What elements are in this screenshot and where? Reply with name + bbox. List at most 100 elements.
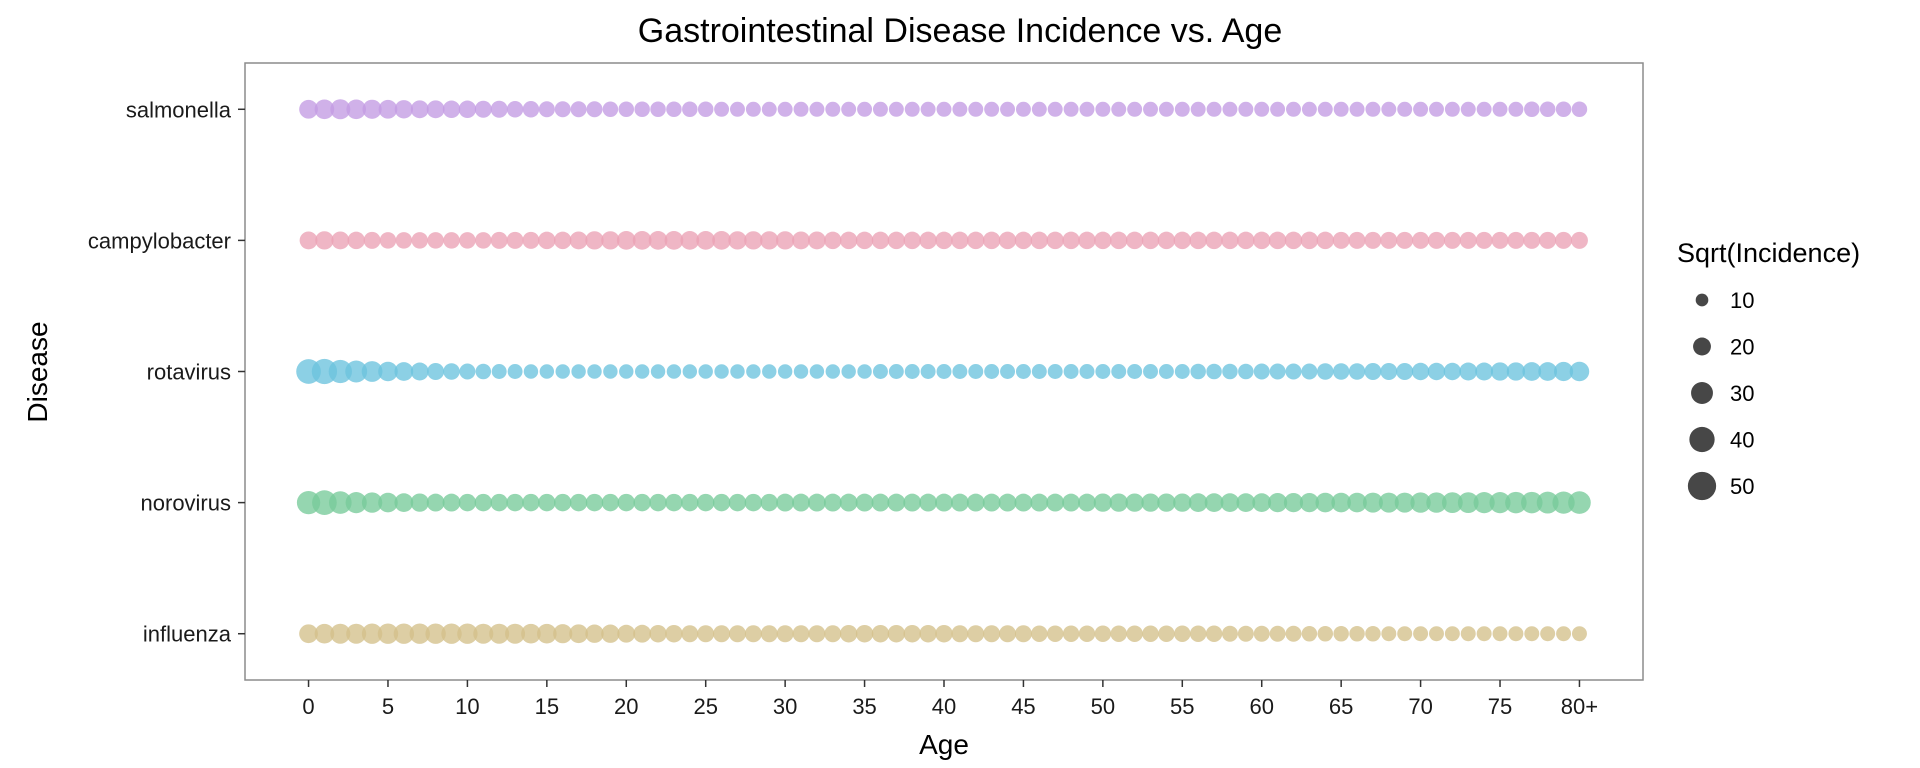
point-influenza-0 (299, 624, 318, 644)
point-influenza-14 (521, 623, 541, 644)
point-salmonella-1 (314, 99, 335, 120)
point-salmonella-16 (554, 101, 571, 118)
x-tick-label-25: 25 (693, 694, 717, 719)
point-influenza-78 (1540, 626, 1556, 642)
point-rotavirus-46 (1031, 364, 1047, 379)
point-rotavirus-30 (777, 364, 793, 379)
point-rotavirus-7 (410, 362, 429, 381)
point-campylobacter-50 (1094, 231, 1112, 250)
point-norovirus-42 (966, 493, 985, 512)
point-rotavirus-60 (1253, 363, 1270, 380)
point-influenza-60 (1253, 625, 1270, 642)
point-norovirus-41 (950, 493, 969, 512)
point-campylobacter-36 (871, 231, 890, 250)
point-norovirus-49 (1078, 493, 1096, 512)
point-salmonella-80 (1571, 101, 1588, 118)
point-campylobacter-60 (1253, 231, 1271, 250)
point-rotavirus-52 (1127, 364, 1143, 379)
point-norovirus-7 (410, 493, 429, 512)
point-salmonella-65 (1333, 101, 1349, 117)
point-campylobacter-27 (728, 231, 747, 250)
point-salmonella-75 (1492, 101, 1508, 117)
point-influenza-29 (760, 625, 778, 643)
point-salmonella-58 (1222, 101, 1238, 117)
point-influenza-12 (489, 623, 510, 644)
point-norovirus-70 (1410, 492, 1431, 513)
point-campylobacter-12 (490, 231, 508, 249)
point-influenza-73 (1460, 626, 1476, 642)
point-influenza-72 (1444, 626, 1460, 642)
x-axis-title: Age (919, 729, 969, 760)
point-norovirus-9 (442, 493, 461, 512)
point-salmonella-29 (761, 101, 777, 117)
point-influenza-59 (1237, 625, 1254, 642)
point-rotavirus-2 (328, 359, 352, 384)
point-norovirus-55 (1173, 493, 1192, 512)
chart-title: Gastrointestinal Disease Incidence vs. A… (638, 12, 1282, 50)
point-salmonella-57 (1206, 101, 1222, 117)
point-norovirus-10 (458, 493, 477, 512)
point-norovirus-43 (982, 493, 1001, 512)
point-influenza-19 (601, 624, 620, 643)
point-rotavirus-48 (1063, 364, 1079, 379)
point-campylobacter-53 (1141, 231, 1160, 250)
point-rotavirus-58 (1222, 363, 1238, 380)
point-rotavirus-20 (619, 364, 634, 379)
point-influenza-24 (681, 625, 699, 643)
point-salmonella-71 (1429, 101, 1444, 117)
point-influenza-9 (441, 623, 462, 644)
point-rotavirus-17 (571, 364, 586, 379)
point-influenza-21 (633, 624, 652, 643)
point-norovirus-73 (1457, 492, 1479, 513)
point-norovirus-77 (1521, 491, 1543, 514)
point-salmonella-44 (1000, 101, 1016, 117)
point-norovirus-44 (998, 493, 1017, 512)
y-tick-label-rotavirus: rotavirus (147, 360, 231, 385)
point-norovirus-26 (712, 493, 731, 512)
point-influenza-65 (1333, 625, 1349, 642)
point-salmonella-11 (474, 100, 492, 118)
point-influenza-54 (1158, 625, 1175, 642)
point-rotavirus-50 (1095, 364, 1111, 379)
point-campylobacter-25 (696, 231, 716, 250)
point-rotavirus-25 (698, 364, 713, 379)
x-tick-label-35: 35 (852, 694, 876, 719)
point-campylobacter-0 (299, 231, 318, 250)
point-rotavirus-56 (1190, 363, 1206, 380)
point-campylobacter-13 (506, 231, 524, 249)
point-influenza-17 (569, 624, 588, 644)
y-axis: salmonella campylobacter rotavirus noroviru… (88, 97, 245, 647)
point-campylobacter-17 (569, 231, 588, 250)
point-influenza-48 (1062, 625, 1080, 642)
point-salmonella-23 (666, 101, 682, 118)
point-campylobacter-16 (554, 231, 572, 250)
x-axis: 0 5 10 15 20 25 30 35 40 45 50 55 60 65 70 75 80+ (302, 680, 1598, 719)
point-salmonella-42 (968, 101, 984, 117)
point-campylobacter-41 (951, 231, 969, 250)
point-salmonella-15 (538, 101, 555, 118)
point-rotavirus-45 (1015, 364, 1031, 379)
point-campylobacter-26 (712, 231, 731, 250)
point-influenza-35 (855, 625, 874, 643)
point-norovirus-1 (312, 490, 337, 515)
point-norovirus-68 (1378, 492, 1399, 513)
point-campylobacter-6 (395, 232, 413, 249)
point-norovirus-16 (554, 493, 572, 512)
point-salmonella-31 (793, 101, 809, 117)
point-campylobacter-54 (1157, 231, 1176, 250)
point-campylobacter-68 (1380, 231, 1398, 249)
point-norovirus-8 (426, 493, 445, 512)
point-norovirus-39 (919, 493, 938, 512)
point-influenza-25 (697, 625, 715, 643)
legend-label-30: 30 (1730, 381, 1754, 406)
point-rotavirus-51 (1111, 364, 1127, 379)
point-salmonella-32 (809, 101, 825, 117)
point-salmonella-17 (570, 101, 587, 118)
point-rotavirus-19 (603, 364, 618, 379)
point-rotavirus-16 (555, 364, 570, 379)
point-influenza-22 (649, 625, 667, 643)
point-norovirus-30 (776, 493, 795, 512)
point-norovirus-32 (807, 493, 826, 512)
point-campylobacter-38 (903, 231, 921, 250)
point-campylobacter-67 (1364, 231, 1382, 249)
